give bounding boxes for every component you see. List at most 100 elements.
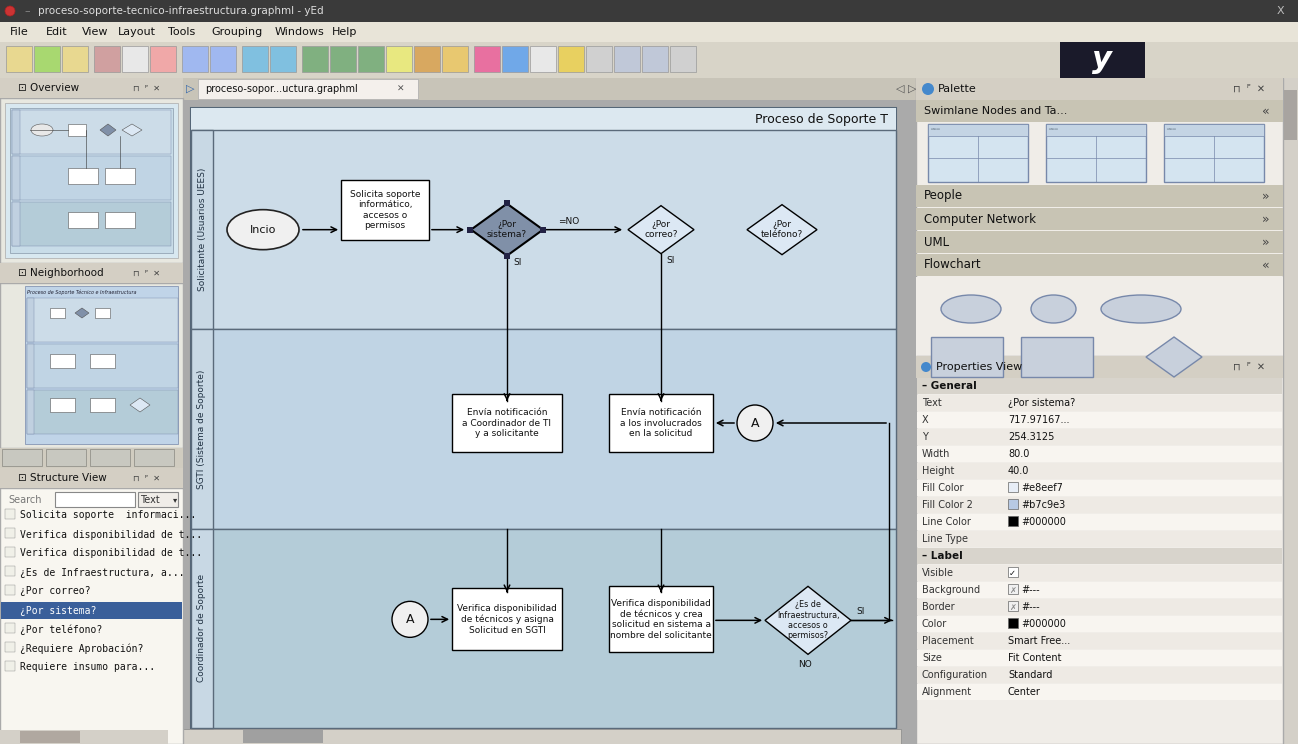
Bar — [467, 227, 472, 233]
Text: Solicita soporte
informático,
accesos o
permisos: Solicita soporte informático, accesos o … — [349, 190, 421, 230]
Bar — [916, 208, 1282, 230]
Text: Alignment: Alignment — [922, 687, 972, 697]
Bar — [916, 412, 1282, 428]
Text: ¿Es de Infraestructura, a...: ¿Es de Infraestructura, a... — [19, 568, 184, 577]
Bar — [1009, 482, 1018, 492]
Bar — [51, 398, 75, 412]
Text: Background: Background — [922, 585, 980, 595]
Bar — [122, 46, 148, 72]
Circle shape — [922, 83, 935, 95]
Text: ⊡ Structure View: ⊡ Structure View — [18, 473, 106, 483]
Bar — [916, 616, 1282, 632]
Text: ▷: ▷ — [186, 84, 195, 94]
Text: Line Color: Line Color — [922, 517, 971, 527]
Bar — [916, 78, 1282, 100]
Bar — [67, 124, 86, 136]
Text: ✗: ✗ — [1009, 586, 1016, 594]
Text: #e8eef7: #e8eef7 — [1022, 483, 1063, 493]
Bar — [27, 390, 178, 434]
Text: Text: Text — [922, 398, 942, 408]
Text: 40.0: 40.0 — [1009, 466, 1029, 476]
Bar — [474, 46, 500, 72]
Text: Border: Border — [922, 602, 954, 612]
Bar — [502, 46, 528, 72]
Polygon shape — [100, 124, 116, 136]
Text: Proceso de Soporte T: Proceso de Soporte T — [755, 112, 888, 126]
Bar — [1009, 499, 1018, 509]
Text: Swimlane Nodes and Ta...: Swimlane Nodes and Ta... — [924, 106, 1067, 116]
Text: Tools: Tools — [167, 27, 195, 37]
Bar — [183, 729, 901, 744]
Text: #b7c9e3: #b7c9e3 — [1022, 500, 1066, 510]
Text: ¿Por
sistema?: ¿Por sistema? — [487, 220, 527, 240]
Bar — [916, 582, 1282, 598]
Text: Edit: Edit — [45, 27, 67, 37]
Text: Placement: Placement — [922, 636, 974, 646]
Bar — [916, 356, 1282, 744]
Text: ¿Es de
Infraestructura,
accesos o
permisos?: ¿Es de Infraestructura, accesos o permis… — [776, 600, 840, 641]
Text: SI: SI — [855, 607, 864, 616]
Bar — [1282, 78, 1298, 744]
Bar — [5, 566, 16, 576]
Bar — [916, 100, 931, 729]
Bar — [12, 156, 171, 200]
Text: Grouping: Grouping — [212, 27, 262, 37]
Bar — [916, 277, 1282, 402]
Text: Envía notificación
a los involucrados
en la solicitud: Envía notificación a los involucrados en… — [620, 408, 702, 438]
Text: Verifica disponibilidad
de técnicos y asigna
Solicitud en SGTI: Verifica disponibilidad de técnicos y as… — [457, 604, 557, 635]
Bar — [585, 46, 611, 72]
Bar — [12, 202, 171, 246]
Text: Visible: Visible — [922, 568, 954, 578]
Bar — [643, 46, 668, 72]
Text: Requiere insumo para...: Requiere insumo para... — [19, 662, 156, 673]
Bar — [1046, 124, 1146, 136]
Bar — [0, 98, 183, 263]
Bar — [191, 529, 896, 728]
Bar — [504, 253, 510, 259]
Circle shape — [392, 601, 428, 638]
Text: »: » — [1262, 236, 1269, 248]
Text: Smart Free...: Smart Free... — [1009, 636, 1071, 646]
Text: ═══: ═══ — [929, 127, 940, 132]
Bar — [27, 298, 34, 342]
Bar — [916, 356, 1282, 378]
Bar — [916, 463, 1282, 479]
Text: Height: Height — [922, 466, 954, 476]
Bar — [12, 202, 19, 246]
Text: Verifica disponibilidad de t...: Verifica disponibilidad de t... — [19, 548, 202, 559]
Text: Proceso de Soporte Técnico e Infraestructura: Proceso de Soporte Técnico e Infraestruc… — [27, 289, 136, 295]
Bar — [302, 46, 328, 72]
Text: ¿Por
correo?: ¿Por correo? — [644, 220, 678, 240]
Bar — [1022, 337, 1093, 377]
Text: People: People — [924, 190, 963, 202]
Bar — [916, 231, 1282, 253]
Text: Incio: Incio — [249, 225, 276, 234]
Bar — [530, 46, 556, 72]
Bar — [51, 354, 75, 368]
Text: Color: Color — [922, 619, 948, 629]
Bar — [0, 488, 183, 744]
Bar — [504, 199, 510, 205]
Ellipse shape — [1031, 295, 1076, 323]
Bar — [3, 449, 42, 466]
Text: 717.97167...: 717.97167... — [1009, 415, 1070, 425]
Bar — [540, 227, 546, 233]
Text: File: File — [10, 27, 29, 37]
Bar — [5, 547, 16, 557]
Bar — [182, 46, 208, 72]
Bar — [51, 308, 65, 318]
Bar — [609, 394, 713, 452]
Text: #---: #--- — [1022, 585, 1040, 595]
Text: NO: NO — [798, 660, 811, 669]
Text: Computer Network: Computer Network — [924, 213, 1036, 225]
Text: ✗: ✗ — [1009, 603, 1016, 612]
Ellipse shape — [1101, 295, 1181, 323]
Bar — [62, 46, 88, 72]
Text: Fit Content: Fit Content — [1009, 653, 1062, 663]
Bar — [90, 354, 116, 368]
Text: 80.0: 80.0 — [1009, 449, 1029, 459]
Text: X: X — [922, 415, 928, 425]
Text: Verifica disponibilidad
de técnicos y crea
solicitud en sistema a
nombre del sol: Verifica disponibilidad de técnicos y cr… — [610, 599, 711, 640]
Bar — [0, 0, 1298, 22]
Bar — [55, 492, 135, 507]
